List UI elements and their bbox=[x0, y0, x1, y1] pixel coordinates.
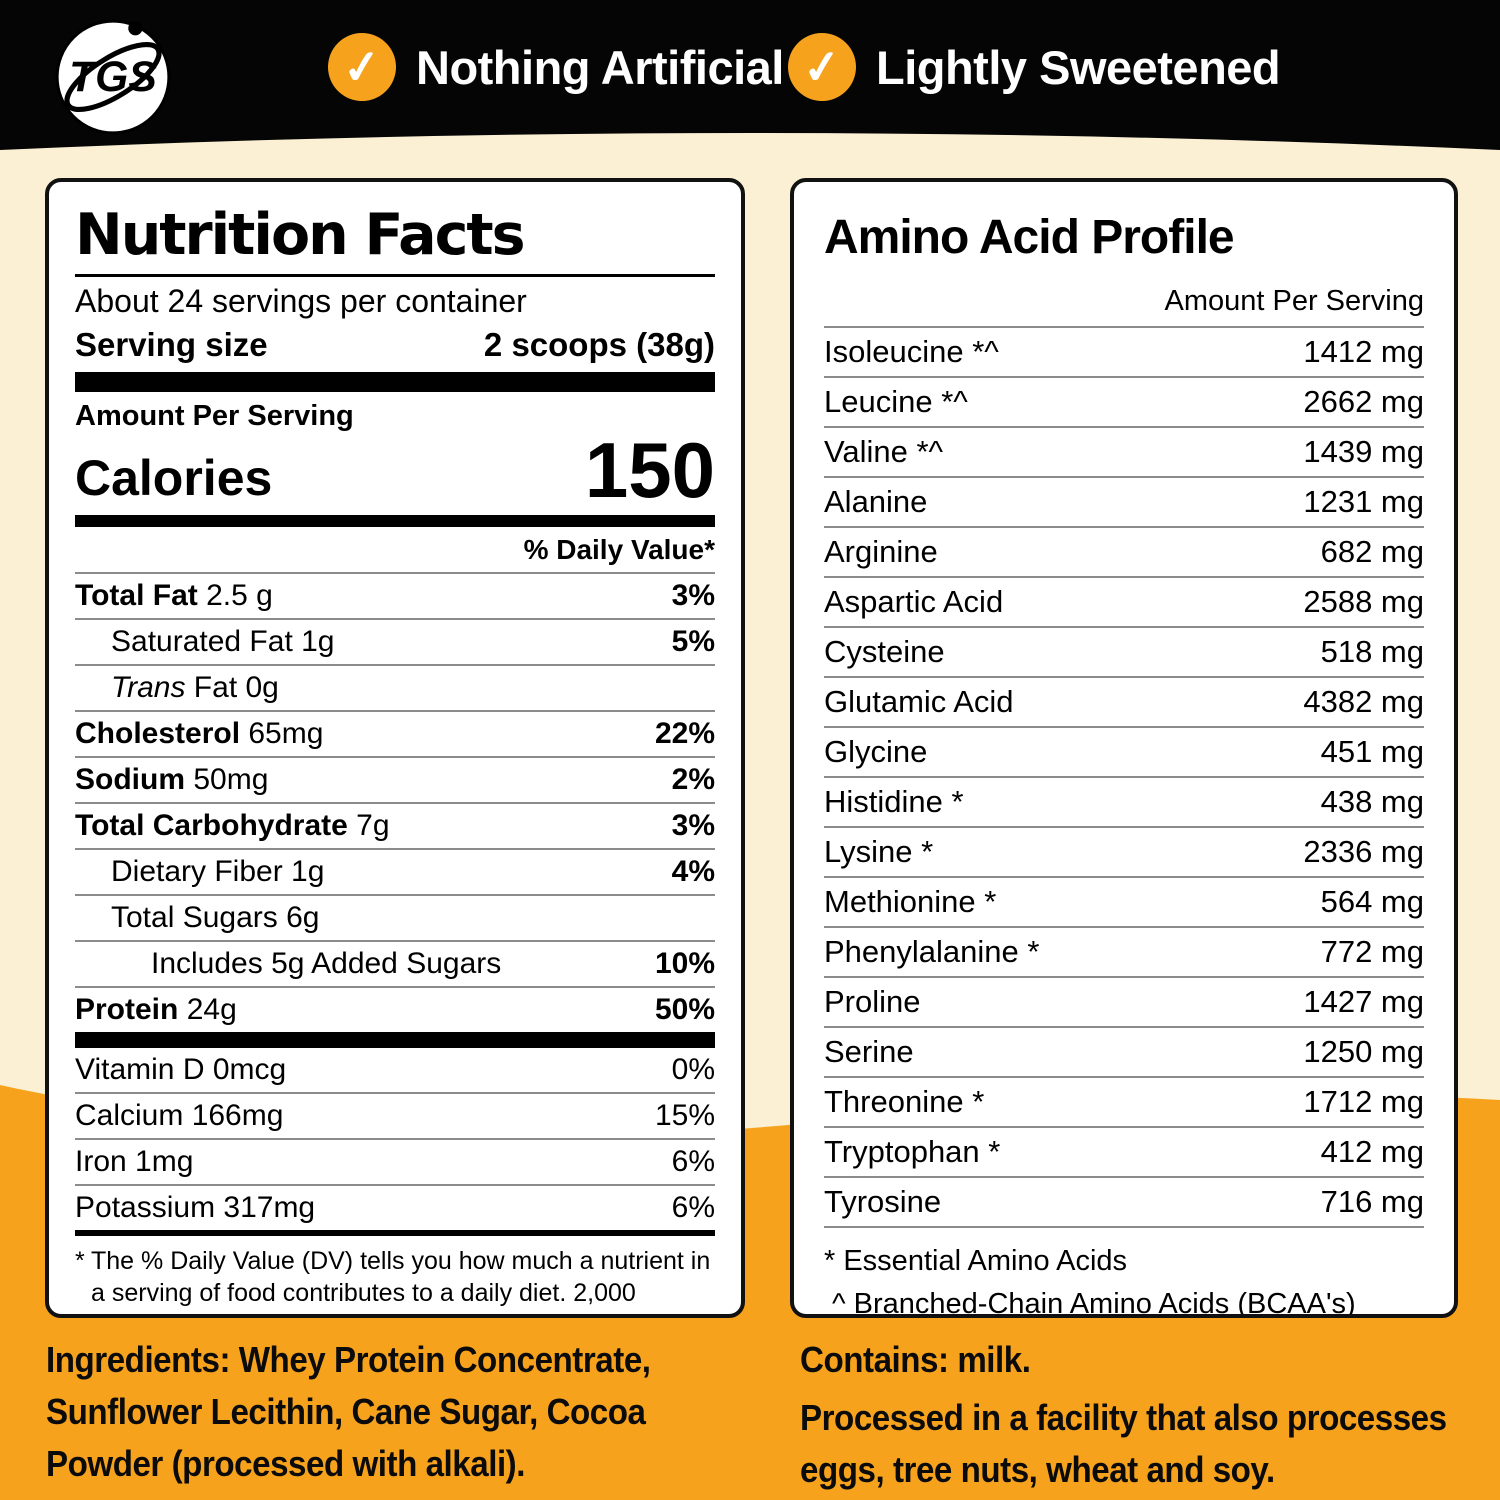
table-row: Calcium 166mg 15% bbox=[75, 1094, 715, 1140]
amino-footnotes: * Essential Amino Acids ^ Branched-Chain… bbox=[824, 1242, 1424, 1318]
table-row: Iron 1mg 6% bbox=[75, 1140, 715, 1186]
table-row: Arginine 682 mg bbox=[824, 528, 1424, 578]
badge-label: Lightly Sweetened bbox=[876, 40, 1281, 94]
nutrition-facts-title: Nutrition Facts bbox=[75, 202, 526, 268]
check-icon: ✓ bbox=[784, 29, 860, 105]
medium-divider bbox=[75, 514, 715, 527]
table-row: Cholesterol 65mg 22% bbox=[75, 712, 715, 758]
table-row: Potassium 317mg 6% bbox=[75, 1190, 715, 1224]
calories-label: Calories bbox=[75, 449, 273, 506]
table-row: Phenylalanine * 772 mg bbox=[824, 928, 1424, 978]
table-row: Serine 1250 mg bbox=[824, 1028, 1424, 1078]
brand-logo: TGS bbox=[52, 16, 174, 138]
table-row: Vitamin D 0mcg 0% bbox=[75, 1048, 715, 1094]
badge-label: Nothing Artificial bbox=[416, 40, 784, 94]
amino-acid-title: Amino Acid Profile bbox=[824, 211, 1235, 264]
table-row: Valine *^ 1439 mg bbox=[824, 428, 1424, 478]
table-row: Histidine * 438 mg bbox=[824, 778, 1424, 828]
daily-value-footnote: * The % Daily Value (DV) tells you how m… bbox=[75, 1246, 711, 1314]
calories-row: Calories 150 bbox=[75, 425, 715, 514]
table-row: Tyrosine 716 mg bbox=[824, 1178, 1424, 1228]
table-row: Cysteine 518 mg bbox=[824, 628, 1424, 678]
ingredients-text: Ingredients: Whey Protein Concentrate, S… bbox=[46, 1339, 651, 1485]
table-row: Glutamic Acid 4382 mg bbox=[824, 678, 1424, 728]
table-row: Tryptophan * 412 mg bbox=[824, 1128, 1424, 1178]
servings-per-container: About 24 servings per container bbox=[75, 282, 527, 319]
table-row: Lysine * 2336 mg bbox=[824, 828, 1424, 878]
table-row: Alanine 1231 mg bbox=[824, 478, 1424, 528]
amount-per-serving-header: Amount Per Serving bbox=[824, 265, 1424, 328]
contains-text: Contains: milk. bbox=[800, 1339, 1031, 1380]
check-icon: ✓ bbox=[324, 29, 400, 105]
nutrition-facts-panel: Nutrition Facts About 24 servings per co… bbox=[45, 178, 745, 1318]
table-row: Aspartic Acid 2588 mg bbox=[824, 578, 1424, 628]
divider bbox=[75, 273, 715, 277]
serving-size-label: Serving size bbox=[75, 325, 268, 363]
logo-text: TGS bbox=[69, 53, 157, 101]
table-row: Sodium 50mg 2% bbox=[75, 758, 715, 804]
amino-rows: Isoleucine *^ 1412 mg Leucine *^ 2662 mg V… bbox=[824, 328, 1424, 1228]
badge-nothing-artificial: ✓ Nothing Artificial bbox=[324, 29, 784, 105]
facility-text: Processed in a facility that also proces… bbox=[800, 1397, 1447, 1491]
micronutrient-rows: Vitamin D 0mcg 0% Calcium 166mg 15% Iron… bbox=[75, 1048, 715, 1236]
serving-size-row: Serving size 2 scoops (38g) bbox=[75, 326, 715, 364]
daily-value-header: % Daily Value* bbox=[75, 527, 715, 574]
table-row: Glycine 451 mg bbox=[824, 728, 1424, 778]
serving-size-value: 2 scoops (38g) bbox=[483, 325, 715, 363]
table-row: Trans Fat 0g bbox=[75, 666, 715, 712]
calories-value: 150 bbox=[584, 425, 715, 514]
amino-acid-panel: Amino Acid Profile Amount Per Serving Is… bbox=[790, 178, 1458, 1318]
table-row: Protein 24g 50% bbox=[75, 992, 715, 1026]
table-row: Leucine *^ 2662 mg bbox=[824, 378, 1424, 428]
badge-lightly-sweetened: ✓ Lightly Sweetened bbox=[784, 29, 1281, 105]
table-row: Total Sugars 6g bbox=[75, 896, 715, 942]
table-row: Saturated Fat 1g 5% bbox=[75, 620, 715, 666]
table-row: Isoleucine *^ 1412 mg bbox=[824, 328, 1424, 378]
table-row: Total Carbohydrate 7g 3% bbox=[75, 804, 715, 850]
thick-divider bbox=[75, 1031, 715, 1048]
table-row: Methionine * 564 mg bbox=[824, 878, 1424, 928]
essential-footnote: * Essential Amino Acids bbox=[824, 1245, 1128, 1277]
table-row: Proline 1427 mg bbox=[824, 978, 1424, 1028]
thick-divider bbox=[75, 371, 715, 392]
table-row: Total Fat 2.5 g 3% bbox=[75, 574, 715, 620]
bcaa-footnote: ^ Branched-Chain Amino Acids (BCAA's) bbox=[832, 1288, 1356, 1318]
allergen-text-block: Contains: milk. Processed in a facility … bbox=[800, 1334, 1481, 1497]
nutrient-rows: Total Fat 2.5 g 3% Saturated Fat 1g 5% T… bbox=[75, 574, 715, 1032]
table-row: Threonine * 1712 mg bbox=[824, 1078, 1424, 1128]
table-row: Includes 5g Added Sugars 10% bbox=[75, 942, 715, 988]
amount-per-serving-label: Amount Per Serving bbox=[75, 399, 354, 432]
table-row: Dietary Fiber 1g 4% bbox=[75, 850, 715, 896]
